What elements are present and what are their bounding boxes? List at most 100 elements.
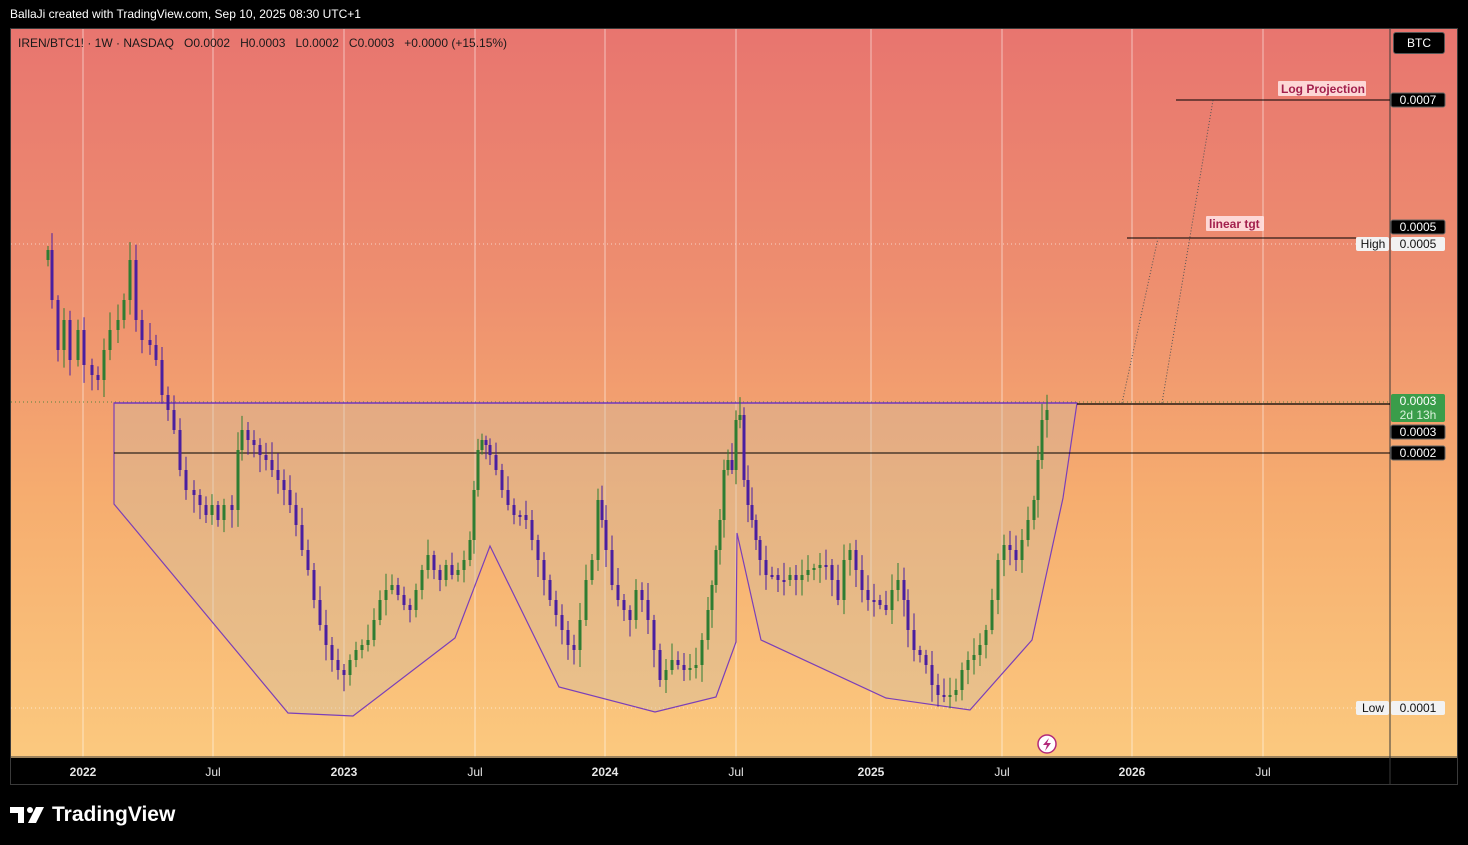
candle bbox=[210, 494, 214, 525]
candle bbox=[264, 442, 268, 471]
candle bbox=[472, 480, 476, 554]
candle-body bbox=[794, 575, 798, 580]
candle-body bbox=[706, 610, 710, 640]
candle-body bbox=[758, 540, 762, 560]
candle bbox=[462, 550, 466, 583]
candle bbox=[128, 242, 132, 315]
candle-body bbox=[628, 610, 632, 620]
candle-body bbox=[930, 665, 934, 685]
candle-body bbox=[82, 330, 86, 365]
price-label-text: 0.0007 bbox=[1400, 93, 1437, 107]
x-tick-label: Jul bbox=[994, 765, 1009, 779]
candle bbox=[884, 590, 888, 616]
candle bbox=[488, 438, 492, 466]
candle bbox=[996, 553, 1000, 615]
candle bbox=[102, 338, 106, 397]
candle-body bbox=[258, 445, 262, 455]
candle-body bbox=[884, 605, 888, 610]
lightning-icon-bolt bbox=[1043, 738, 1051, 751]
candle-body bbox=[348, 660, 352, 675]
candle-body bbox=[924, 655, 928, 665]
legend-open: O0.0002 bbox=[184, 36, 231, 50]
candle-body bbox=[604, 520, 608, 550]
candle bbox=[640, 582, 644, 613]
tradingview-brand: TradingView bbox=[52, 803, 176, 826]
candle bbox=[770, 566, 774, 580]
candle-body bbox=[1036, 460, 1040, 500]
annotation-bg bbox=[1278, 81, 1366, 96]
candle bbox=[1045, 394, 1049, 438]
candle bbox=[890, 574, 894, 624]
candle bbox=[216, 500, 220, 527]
candle bbox=[456, 562, 460, 582]
candle-body bbox=[524, 515, 528, 520]
candle bbox=[536, 534, 540, 577]
candle-body bbox=[342, 670, 346, 675]
candle bbox=[378, 590, 382, 626]
candle-body bbox=[108, 330, 112, 350]
candle bbox=[68, 310, 72, 376]
candle bbox=[390, 574, 394, 595]
candle-body bbox=[688, 668, 692, 670]
candle bbox=[484, 435, 488, 460]
price-tag-text: Low bbox=[1362, 701, 1384, 715]
candle bbox=[566, 620, 570, 660]
candle-body bbox=[658, 650, 662, 680]
candle-body bbox=[324, 625, 328, 645]
legend-symbol: IREN/BTC1! · 1W · NASDAQ bbox=[18, 36, 175, 50]
candle-body bbox=[860, 570, 864, 590]
candle bbox=[578, 603, 582, 667]
candle bbox=[746, 465, 750, 523]
candle-body bbox=[140, 320, 144, 340]
candle bbox=[622, 593, 626, 621]
price-tag-bg bbox=[1356, 237, 1389, 251]
candle-body bbox=[444, 565, 448, 580]
candle bbox=[754, 514, 758, 551]
candle bbox=[160, 346, 164, 404]
candle-body bbox=[336, 660, 340, 670]
candle-body bbox=[236, 450, 240, 510]
candle bbox=[1036, 445, 1040, 518]
candle bbox=[324, 609, 328, 661]
candle-body bbox=[1040, 420, 1044, 460]
candle bbox=[282, 469, 286, 506]
candle bbox=[82, 317, 86, 383]
symbol-button[interactable]: BTC bbox=[1393, 32, 1445, 54]
candle bbox=[878, 594, 882, 610]
candle bbox=[722, 459, 726, 538]
candle-body bbox=[866, 590, 870, 600]
candle-body bbox=[68, 320, 72, 360]
legend-low: L0.0002 bbox=[295, 36, 339, 50]
annotation-bg bbox=[1206, 216, 1264, 231]
candle-body bbox=[664, 670, 668, 680]
candle bbox=[818, 553, 822, 583]
candle-body bbox=[462, 560, 466, 570]
candle-body bbox=[476, 450, 480, 490]
candle bbox=[330, 637, 334, 672]
log-projection-label: Log Projection bbox=[1281, 82, 1365, 96]
candle bbox=[730, 443, 734, 475]
candle bbox=[646, 582, 650, 635]
candle-body bbox=[754, 520, 758, 540]
candle bbox=[468, 531, 472, 567]
candle bbox=[670, 643, 674, 675]
price-label: 0.0002 bbox=[1390, 445, 1446, 461]
chart-credit: BallaJi created with TradingView.com, Se… bbox=[10, 7, 361, 21]
candle-body bbox=[948, 695, 952, 697]
candle-body bbox=[1020, 540, 1024, 560]
candle bbox=[198, 489, 202, 520]
candle bbox=[1008, 530, 1012, 566]
candle bbox=[140, 309, 144, 354]
chart-area[interactable] bbox=[10, 28, 1458, 785]
candle bbox=[860, 555, 864, 603]
candle-body bbox=[96, 375, 100, 380]
candle bbox=[306, 539, 310, 576]
candle bbox=[902, 567, 906, 617]
candle-body bbox=[128, 260, 132, 300]
x-tick-label: Jul bbox=[1255, 765, 1270, 779]
candle-body bbox=[192, 490, 196, 495]
candle-body bbox=[276, 470, 280, 480]
candle bbox=[530, 509, 534, 551]
